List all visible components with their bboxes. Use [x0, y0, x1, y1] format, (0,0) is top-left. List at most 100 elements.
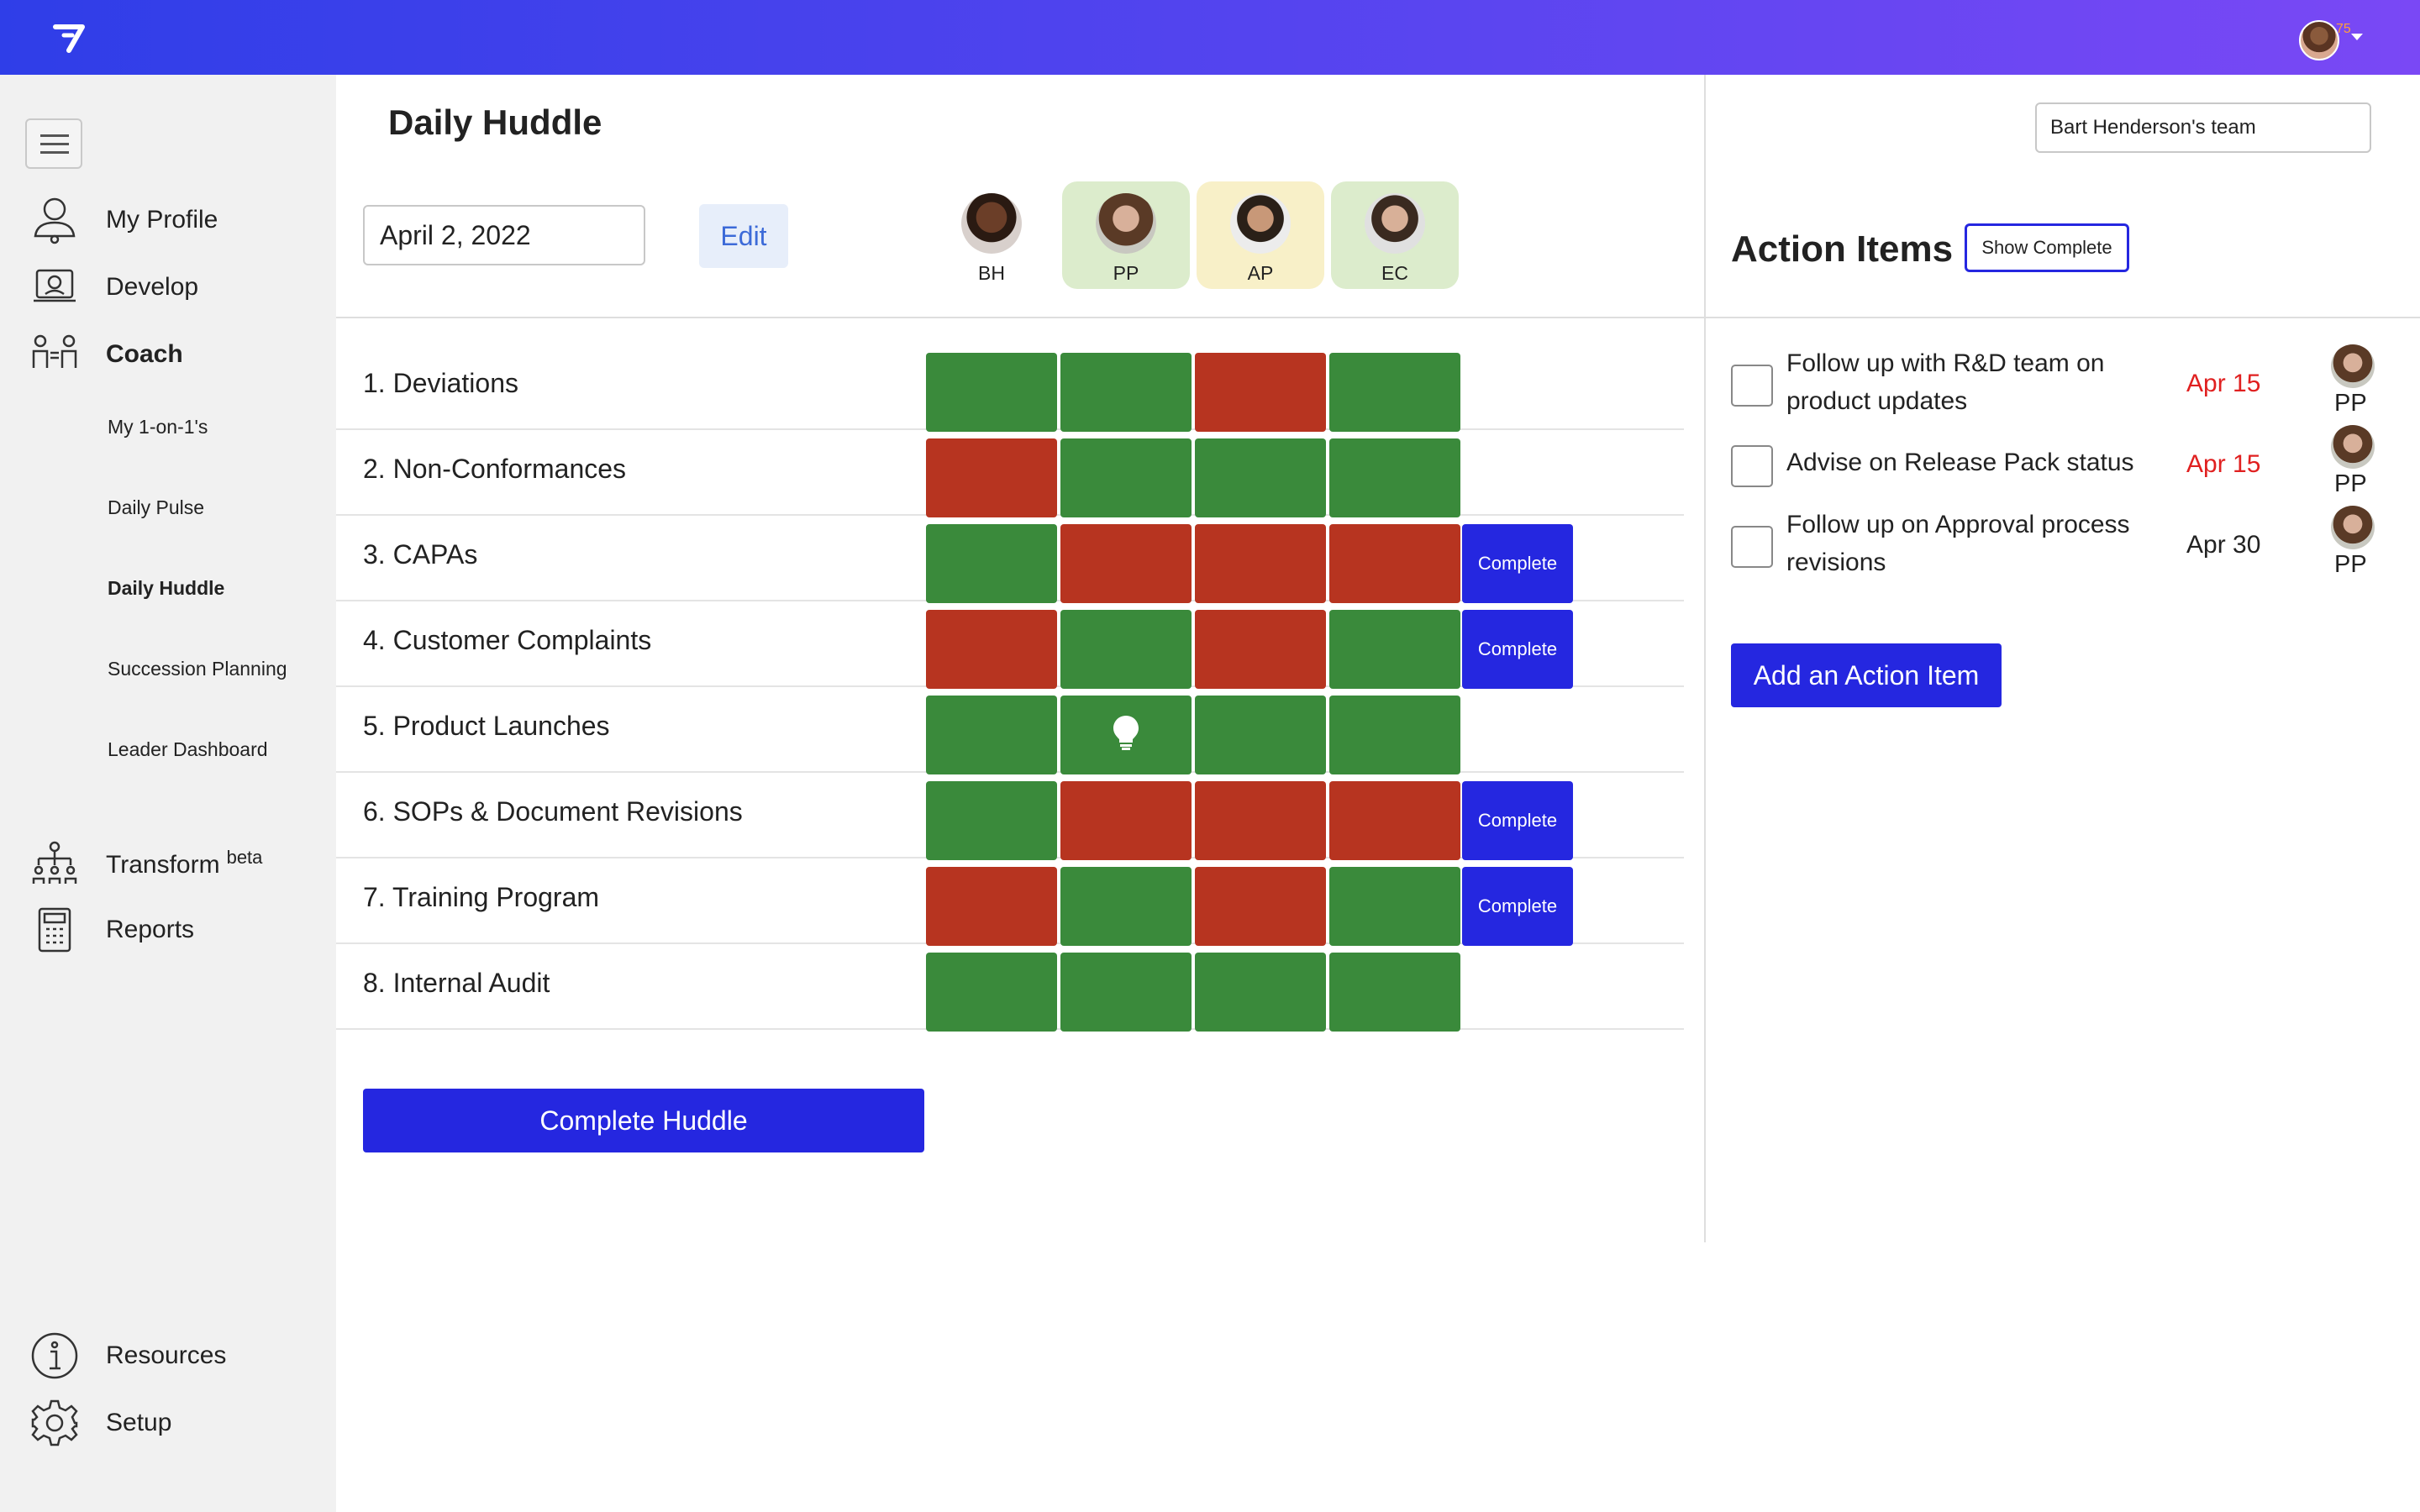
status-cell-green[interactable]	[1060, 696, 1192, 774]
add-action-item-button[interactable]: Add an Action Item	[1731, 643, 2002, 707]
member-column-header[interactable]: AP	[1197, 181, 1324, 289]
sidebar-subitem-daily-huddle[interactable]: Daily Huddle	[108, 577, 225, 599]
sidebar-item-coach[interactable]: Coach	[30, 328, 183, 381]
status-cell-green[interactable]	[1329, 696, 1460, 774]
sidebar-item-label: Coach	[106, 340, 183, 368]
status-cell-green[interactable]	[1195, 696, 1326, 774]
action-item-due-date: Apr 30	[2186, 531, 2261, 559]
status-cell-green[interactable]	[1060, 353, 1192, 432]
action-item-checkbox[interactable]	[1731, 526, 1773, 568]
sidebar-item-transform[interactable]: Transform beta	[30, 836, 262, 890]
table-row: 3. CAPAs Complete	[336, 516, 1684, 603]
status-cell-green[interactable]	[1329, 953, 1460, 1032]
sidebar-subitem-succession-planning[interactable]: Succession Planning	[108, 658, 287, 680]
status-cell-red[interactable]	[1329, 524, 1460, 603]
beta-tag: beta	[226, 846, 263, 868]
member-column-header[interactable]: PP	[1062, 181, 1190, 289]
complete-button[interactable]: Complete	[1462, 524, 1573, 603]
status-cell-red[interactable]	[1060, 524, 1192, 603]
status-cell-green[interactable]	[1060, 438, 1192, 517]
action-item-due-date: Apr 15	[2186, 450, 2261, 478]
huddle-date-field[interactable]: April 2, 2022	[363, 205, 645, 265]
status-cell-green[interactable]	[926, 696, 1057, 774]
member-initials: BH	[978, 262, 1005, 284]
sidebar-item-develop[interactable]: Develop	[30, 260, 198, 314]
status-cell-green[interactable]	[926, 524, 1057, 603]
status-cell-red[interactable]	[1195, 353, 1326, 432]
coach-icon	[30, 330, 79, 379]
notification-badge: 75	[2336, 22, 2351, 36]
status-cell-green[interactable]	[1060, 953, 1192, 1032]
topic-label: 2. Non-Conformances	[363, 454, 627, 484]
avatar	[2331, 425, 2375, 469]
sidebar-item-label: Resources	[106, 1341, 227, 1369]
complete-button[interactable]: Complete	[1462, 610, 1573, 689]
profile-icon	[30, 196, 79, 244]
complete-button[interactable]: Complete	[1462, 867, 1573, 946]
topic-label: 4. Customer Complaints	[363, 625, 652, 655]
table-row: 5. Product Launches	[336, 687, 1684, 774]
complete-huddle-button[interactable]: Complete Huddle	[363, 1089, 924, 1152]
topic-label: 7. Training Program	[363, 882, 600, 912]
reports-icon	[30, 906, 79, 954]
status-cell-red[interactable]	[1195, 610, 1326, 689]
info-icon	[30, 1331, 79, 1380]
sidebar-item-label: Reports	[106, 916, 195, 943]
member-column-header[interactable]: EC	[1331, 181, 1459, 289]
status-cell-green[interactable]	[926, 781, 1057, 860]
org-chart-icon	[30, 838, 79, 887]
status-cell-red[interactable]	[1329, 781, 1460, 860]
status-cell-red[interactable]	[926, 610, 1057, 689]
action-item-checkbox[interactable]	[1731, 445, 1773, 487]
status-cell-green[interactable]	[926, 353, 1057, 432]
status-cell-red[interactable]	[1195, 524, 1326, 603]
topic-label: 6. SOPs & Document Revisions	[363, 796, 743, 827]
show-complete-button[interactable]: Show Complete	[1965, 223, 2129, 272]
sidebar-item-reports[interactable]: Reports	[30, 903, 194, 957]
status-cell-green[interactable]	[1329, 867, 1460, 946]
sidebar-item-resources[interactable]: Resources	[30, 1329, 226, 1383]
sidebar: My Profile Develop Coach My 1-on-1's Dai…	[0, 75, 336, 1512]
sidebar-item-my-profile[interactable]: My Profile	[30, 193, 218, 247]
sidebar-subitem-my-1-on-1s[interactable]: My 1-on-1's	[108, 416, 208, 438]
complete-button[interactable]: Complete	[1462, 781, 1573, 860]
status-cell-red[interactable]	[1195, 781, 1326, 860]
table-row: 7. Training Program Complete	[336, 858, 1684, 946]
user-avatar[interactable]	[2299, 20, 2339, 60]
sidebar-subitem-leader-dashboard[interactable]: Leader Dashboard	[108, 738, 268, 760]
table-row: 6. SOPs & Document Revisions Complete	[336, 773, 1684, 860]
status-cell-green[interactable]	[1329, 438, 1460, 517]
action-item-checkbox[interactable]	[1731, 365, 1773, 407]
sidebar-item-setup[interactable]: Setup	[30, 1396, 171, 1450]
table-row: 8. Internal Audit	[336, 944, 1684, 1032]
lightbulb-icon	[1113, 716, 1139, 750]
member-column-header[interactable]: BH	[928, 181, 1055, 289]
member-initials: PP	[1113, 262, 1139, 284]
menu-toggle-button[interactable]	[25, 118, 82, 169]
app-logo-icon[interactable]	[52, 24, 86, 54]
top-bar: 75	[0, 0, 2420, 75]
member-initials: EC	[1381, 262, 1408, 284]
status-cell-red[interactable]	[926, 867, 1057, 946]
topic-label: 5. Product Launches	[363, 711, 610, 741]
chevron-down-icon[interactable]	[2351, 34, 2363, 40]
team-select[interactable]: Bart Henderson's team	[2035, 102, 2371, 153]
page-title: Daily Huddle	[388, 102, 602, 142]
avatar	[1096, 193, 1156, 254]
status-cell-green[interactable]	[1060, 610, 1192, 689]
status-cell-green[interactable]	[1060, 867, 1192, 946]
gear-icon	[30, 1399, 79, 1447]
action-item-text: Follow up on Approval process revisions	[1786, 511, 2130, 576]
status-cell-green[interactable]	[1195, 438, 1326, 517]
status-cell-red[interactable]	[926, 438, 1057, 517]
status-cell-green[interactable]	[1329, 610, 1460, 689]
status-cell-green[interactable]	[1329, 353, 1460, 432]
edit-button[interactable]: Edit	[699, 204, 788, 268]
topic-label: 3. CAPAs	[363, 539, 478, 570]
sidebar-subitem-daily-pulse[interactable]: Daily Pulse	[108, 496, 205, 518]
status-cell-red[interactable]	[1195, 867, 1326, 946]
status-cell-green[interactable]	[926, 953, 1057, 1032]
status-cell-red[interactable]	[1060, 781, 1192, 860]
table-row: 4. Customer Complaints Complete	[336, 601, 1684, 689]
status-cell-green[interactable]	[1195, 953, 1326, 1032]
